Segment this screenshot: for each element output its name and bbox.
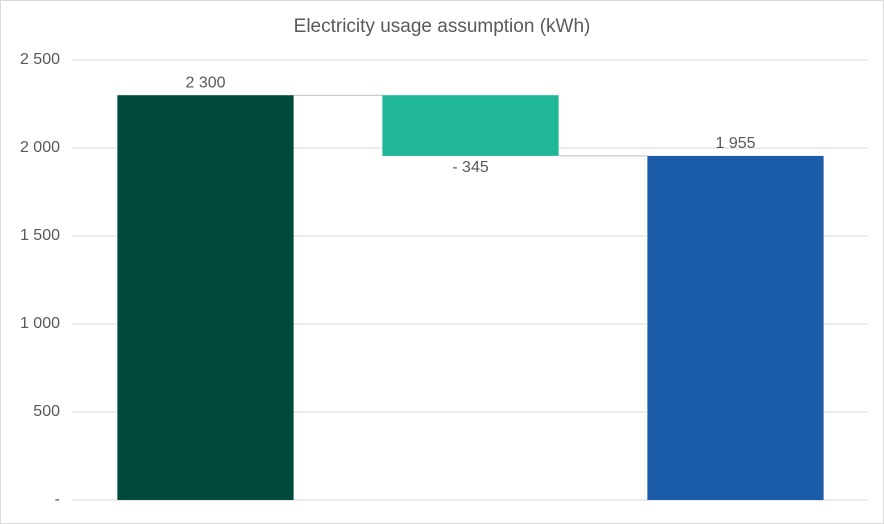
bar	[117, 95, 294, 500]
y-tick-label: 2 500	[20, 51, 60, 68]
bar	[647, 155, 824, 501]
y-tick-label: 1 500	[20, 227, 60, 244]
data-label: - 345	[452, 159, 489, 176]
y-tick-label: 1 000	[20, 315, 60, 332]
y-tick-label: 500	[33, 403, 60, 420]
data-label: 1 955	[715, 135, 755, 152]
y-tick-label: 2 000	[20, 139, 60, 156]
chart-title: Electricity usage assumption (kWh)	[294, 16, 591, 37]
y-tick-label: -	[55, 491, 60, 508]
data-label: 2 300	[185, 74, 225, 91]
bar	[382, 95, 559, 156]
